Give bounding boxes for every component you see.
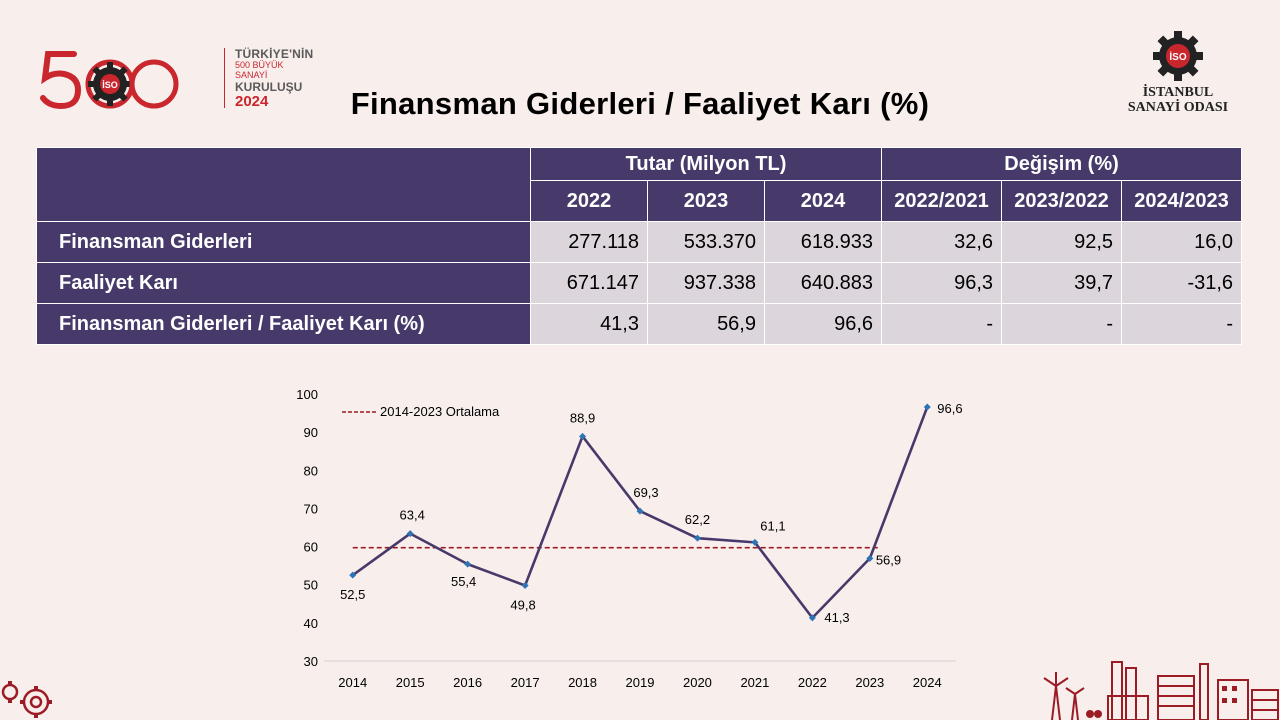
turkiye-500-logo: İSO TÜRKİYE'NİN 500 BÜYÜK SANAYİ KURULUŞ… <box>40 44 313 116</box>
decorative-gears-icon <box>1 681 52 718</box>
column-header: 2023 <box>647 180 765 222</box>
x-tick-label: 2021 <box>740 675 769 690</box>
data-point <box>636 507 644 515</box>
data-point <box>751 538 759 546</box>
x-tick-label: 2015 <box>396 675 425 690</box>
table-cell: - <box>881 303 1003 345</box>
table-cell: 96,3 <box>881 262 1003 304</box>
data-point <box>521 581 529 589</box>
financial-table: Tutar (Milyon TL) Değişim (%) 2022 2023 … <box>36 147 1243 345</box>
x-tick-label: 2017 <box>511 675 540 690</box>
x-tick-label: 2016 <box>453 675 482 690</box>
data-point <box>866 554 874 562</box>
data-point <box>406 530 414 538</box>
logo-line-2: 500 BÜYÜK SANAYİ <box>235 60 284 81</box>
data-point <box>808 614 816 622</box>
data-point <box>923 403 931 411</box>
table-cell: 32,6 <box>881 221 1003 263</box>
y-tick-label: 70 <box>304 501 318 516</box>
table-cell: 640.883 <box>763 262 883 304</box>
iso-name-line-1: İSTANBUL <box>1142 85 1214 100</box>
data-point <box>349 571 357 579</box>
data-label: 88,9 <box>570 410 595 425</box>
table-cell: 277.118 <box>530 221 648 263</box>
row-label: Faaliyet Karı <box>36 262 531 304</box>
data-label: 52,5 <box>340 587 365 602</box>
y-tick-label: 60 <box>304 540 318 555</box>
logo-line-1: TÜRKİYE'NİN <box>235 47 314 61</box>
column-header: 2023/2022 <box>1001 180 1123 222</box>
logo-500-badge: İSO <box>102 80 118 90</box>
x-tick-label: 2014 <box>338 675 367 690</box>
logo-line-4: 2024 <box>235 93 269 111</box>
table-cell: 16,0 <box>1121 221 1243 263</box>
table-cell: 41,3 <box>530 303 648 345</box>
logo-line-3: KURULUŞU <box>235 79 303 94</box>
decorative-factory-icon <box>1043 661 1279 720</box>
table-cell: 96,6 <box>763 303 883 345</box>
row-label: Finansman Giderleri <box>36 221 531 263</box>
data-label: 61,1 <box>760 518 785 533</box>
table-cell: 671.147 <box>530 262 648 304</box>
x-tick-label: 2022 <box>798 675 827 690</box>
column-header: 2022/2021 <box>881 180 1003 222</box>
data-label: 62,2 <box>685 512 710 527</box>
data-point <box>693 534 701 542</box>
iso-gear-icon: İSO <box>1153 31 1203 81</box>
y-tick-label: 90 <box>304 425 318 440</box>
table-row: Finansman Giderleri / Faaliyet Karı (%) … <box>36 303 1243 345</box>
table-cell: 937.338 <box>647 262 765 304</box>
data-label: 63,4 <box>400 508 425 523</box>
x-tick-label: 2023 <box>855 675 884 690</box>
legend-label: 2014-2023 Ortalama <box>380 404 500 419</box>
data-point <box>464 560 472 568</box>
table-cell: 92,5 <box>1001 221 1123 263</box>
data-label: 49,8 <box>510 597 535 612</box>
y-tick-label: 30 <box>304 654 318 669</box>
table-cell: - <box>1001 303 1123 345</box>
table-cell: -31,6 <box>1121 262 1243 304</box>
data-label: 56,9 <box>876 552 901 567</box>
table-row: Faaliyet Karı 671.147 937.338 640.883 96… <box>36 262 1243 304</box>
table-cell: 39,7 <box>1001 262 1123 304</box>
y-tick-label: 50 <box>304 578 318 593</box>
table-row: Finansman Giderleri 277.118 533.370 618.… <box>36 221 1243 263</box>
iso-logo: İSO İSTANBUL SANAYİ ODASI <box>1120 30 1236 125</box>
table-cell: 533.370 <box>647 221 765 263</box>
y-tick-label: 40 <box>304 616 318 631</box>
logo-500-digits-icon: İSO <box>40 51 179 110</box>
column-header: 2024/2023 <box>1121 180 1243 222</box>
iso-name-line-2: SANAYİ ODASI <box>1127 99 1229 115</box>
column-header: 2024 <box>763 180 883 222</box>
data-point <box>579 432 587 440</box>
group-header-change: Değişim (%) <box>881 147 1243 181</box>
x-tick-label: 2020 <box>683 675 712 690</box>
x-tick-label: 2018 <box>568 675 597 690</box>
data-label: 96,6 <box>937 401 962 416</box>
x-tick-label: 2019 <box>626 675 655 690</box>
x-tick-label: 2024 <box>913 675 942 690</box>
data-label: 69,3 <box>633 485 658 500</box>
table-cell: 56,9 <box>647 303 765 345</box>
y-tick-label: 80 <box>304 463 318 478</box>
logo-divider <box>224 48 225 108</box>
group-header-amount: Tutar (Milyon TL) <box>529 147 883 181</box>
table-corner-cell <box>36 147 531 222</box>
data-label: 55,4 <box>451 574 476 589</box>
iso-badge: İSO <box>1169 50 1186 63</box>
y-tick-label: 100 <box>296 387 318 402</box>
table-cell: - <box>1121 303 1243 345</box>
table-cell: 618.933 <box>763 221 883 263</box>
line-chart: 30 40 50 60 70 80 90 100 2014 2015 2016 2017 2018 201… <box>296 387 962 690</box>
data-label: 41,3 <box>824 610 849 625</box>
column-header: 2022 <box>530 180 648 222</box>
row-label: Finansman Giderleri / Faaliyet Karı (%) <box>36 303 531 345</box>
page-title: Finansman Giderleri / Faaliyet Karı (%) <box>350 86 930 121</box>
